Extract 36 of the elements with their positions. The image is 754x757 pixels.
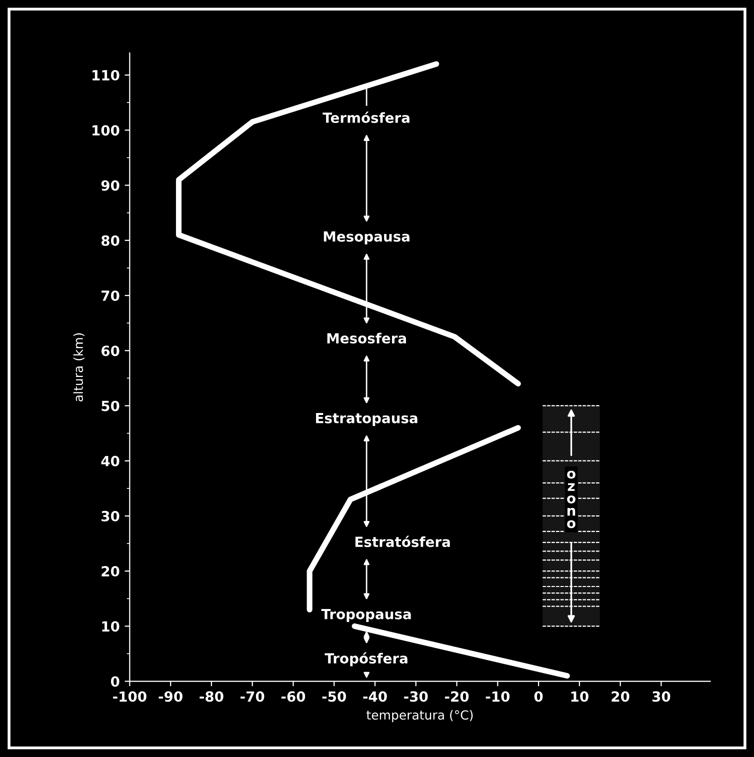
y-tick-label: 40 (101, 456, 120, 466)
annotation: Termósfera (322, 112, 410, 123)
x-tick-label: -10 (486, 691, 510, 702)
annotation: Mesopausa (324, 231, 410, 244)
x-tick-label: -30 (404, 691, 428, 702)
x-axis-title: temperatura (°C) (366, 710, 473, 722)
annotation: Tropopausa (321, 609, 411, 622)
y-tick-label: 60 (102, 346, 120, 356)
y-tick-label: 10 (102, 621, 120, 632)
y-tick-label: 0 (110, 676, 120, 687)
x-tick-label: 20 (612, 691, 630, 702)
y-tick-label: 80 (101, 235, 120, 246)
x-tick-label: 30 (652, 691, 670, 702)
annotation: Mesosfera (327, 332, 406, 344)
x-tick-label: -70 (240, 691, 264, 702)
x-tick-label: -20 (444, 691, 469, 702)
y-tick-label: 90 (101, 180, 120, 191)
x-tick-label: -60 (281, 691, 306, 702)
x-tick-label: -100 (113, 691, 146, 702)
x-tick-label: -90 (158, 691, 182, 702)
annotation: Estratósfera (355, 536, 450, 548)
band-label: ozono (567, 470, 576, 528)
x-tick-label: -40 (363, 691, 387, 702)
annotation: Estratopausa (316, 413, 418, 426)
y-tick-label: 20 (102, 566, 120, 577)
y-tick-label: 110 (92, 70, 120, 81)
x-tick-label: -80 (200, 691, 224, 702)
x-tick-label: 0 (534, 691, 543, 702)
x-tick-label: -50 (322, 691, 346, 702)
y-tick-label: 100 (92, 125, 120, 136)
y-axis-title: altura (km) (73, 333, 84, 402)
y-tick-label: 50 (102, 400, 120, 412)
x-tick-label: 10 (571, 691, 588, 702)
y-tick-label: 70 (102, 290, 120, 301)
y-tick-label: 30 (102, 510, 120, 522)
annotation: Tropósfera (324, 652, 408, 666)
